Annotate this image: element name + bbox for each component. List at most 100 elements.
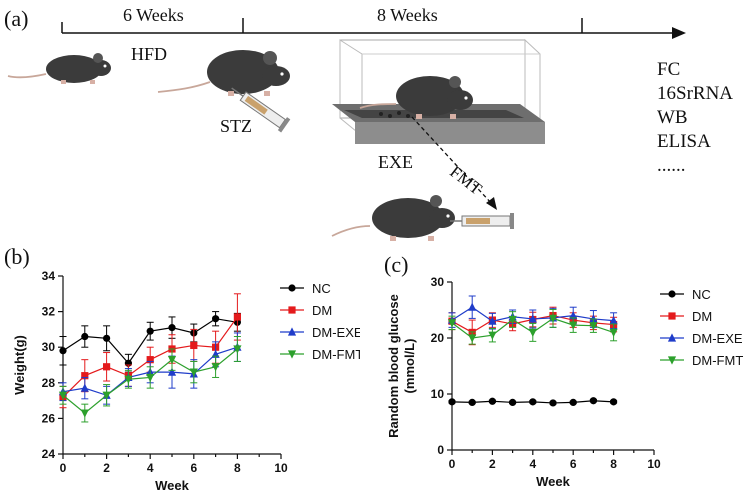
y-axis-label: Weight(g) <box>12 335 27 395</box>
data-point <box>488 397 496 405</box>
x-tick-label: 10 <box>274 461 288 475</box>
mouse-icon <box>7 53 111 84</box>
analysis-item: FC <box>657 59 681 80</box>
data-point <box>146 327 154 335</box>
y-tick-label: 0 <box>437 443 444 457</box>
y-tick-label: 26 <box>42 411 56 425</box>
x-tick-label: 4 <box>529 457 536 471</box>
y-tick-label: 24 <box>42 447 56 461</box>
syringe-icon <box>450 213 514 229</box>
data-point <box>447 319 457 328</box>
glucose-chart: 0 10 20 30 0 2 4 6 8 10 Week Random blood glucose (m… <box>386 275 743 489</box>
y-tick-label: 32 <box>42 305 56 319</box>
legend-item: NC <box>280 281 331 296</box>
legend-label: DM <box>312 303 332 318</box>
timeline-diagram <box>7 18 686 241</box>
x-axis-label: Week <box>536 474 570 489</box>
data-point <box>102 391 111 400</box>
data-point <box>58 391 68 400</box>
data-point <box>103 363 111 371</box>
fmt-arrow <box>411 116 493 205</box>
data-point <box>609 328 618 337</box>
legend-item: NC <box>660 287 711 302</box>
series-nc <box>448 397 618 407</box>
legend-item: DM-EXE <box>660 331 743 346</box>
data-point <box>80 409 89 418</box>
data-point <box>233 345 242 354</box>
panel-c-label: (c) <box>384 252 409 277</box>
data-point <box>146 373 155 383</box>
series-dm-fmt <box>58 336 242 423</box>
data-point <box>212 315 220 323</box>
data-point <box>211 363 220 372</box>
data-point <box>103 334 111 342</box>
series-dm-fmt <box>447 308 618 345</box>
data-point <box>81 372 89 380</box>
data-point <box>610 398 618 406</box>
fmt-arrowhead <box>486 197 497 210</box>
mouse-icon <box>359 76 473 119</box>
data-point <box>146 356 154 364</box>
x-axis-label: Week <box>155 478 189 493</box>
data-point <box>508 315 517 325</box>
phase2-label: 8 Weeks <box>377 5 438 25</box>
y-axis-unit: (mmol/L) <box>402 339 417 394</box>
data-point <box>488 316 497 325</box>
analysis-item: 16SrRNA <box>657 83 734 104</box>
data-point <box>190 341 198 350</box>
legend-label: DM-EXE <box>312 325 360 340</box>
legend-item: DM-EXE <box>280 325 360 340</box>
legend-item: DM <box>280 303 332 318</box>
phase1-label: 6 Weeks <box>123 5 184 25</box>
x-tick-label: 8 <box>610 457 617 471</box>
legend-label: DM-EXE <box>692 331 743 346</box>
data-point <box>288 284 296 292</box>
data-point <box>589 397 597 405</box>
data-point <box>168 324 176 332</box>
data-point <box>468 398 476 406</box>
analysis-item: ELISA <box>657 131 711 152</box>
stz-label: STZ <box>220 116 253 136</box>
x-tick-label: 2 <box>103 461 110 475</box>
data-point <box>124 375 133 384</box>
data-point <box>287 350 297 359</box>
data-point <box>59 347 67 355</box>
analysis-list: FC 16SrRNA WB ELISA ...... <box>657 58 733 178</box>
panel-b-label: (b) <box>4 244 30 269</box>
data-point <box>609 316 618 325</box>
hfd-label: HFD <box>131 44 168 64</box>
data-point <box>569 398 577 406</box>
x-tick-label: 8 <box>234 461 241 475</box>
data-point <box>468 302 477 311</box>
analysis-item: ...... <box>657 155 686 176</box>
data-point <box>287 327 297 336</box>
x-tick-label: 0 <box>60 461 67 475</box>
data-point <box>569 321 578 330</box>
mouse-icon <box>157 50 290 96</box>
data-point <box>81 332 89 341</box>
timeline-arrowhead <box>672 27 686 39</box>
y-tick-label: 34 <box>42 269 56 283</box>
data-point <box>488 331 497 340</box>
data-point <box>528 314 537 323</box>
y-tick-label: 30 <box>42 340 56 354</box>
x-tick-label: 6 <box>190 461 197 475</box>
data-point <box>667 356 677 365</box>
data-point <box>668 312 676 320</box>
data-point <box>529 398 537 406</box>
data-point <box>448 398 456 406</box>
y-axis-label: Random blood glucose <box>386 294 401 438</box>
exe-label: EXE <box>378 152 413 172</box>
data-point <box>167 367 177 376</box>
data-point <box>509 398 517 406</box>
data-point <box>549 399 557 407</box>
analysis-item: WB <box>657 107 688 128</box>
data-point <box>528 328 537 337</box>
legend-label: DM <box>692 309 712 324</box>
legend-item: DM-FMT <box>280 347 360 362</box>
data-point <box>569 311 578 320</box>
legend-item: DM-FMT <box>660 353 743 368</box>
data-point <box>167 356 177 365</box>
data-point <box>233 313 241 321</box>
x-tick-label: 4 <box>147 461 154 475</box>
